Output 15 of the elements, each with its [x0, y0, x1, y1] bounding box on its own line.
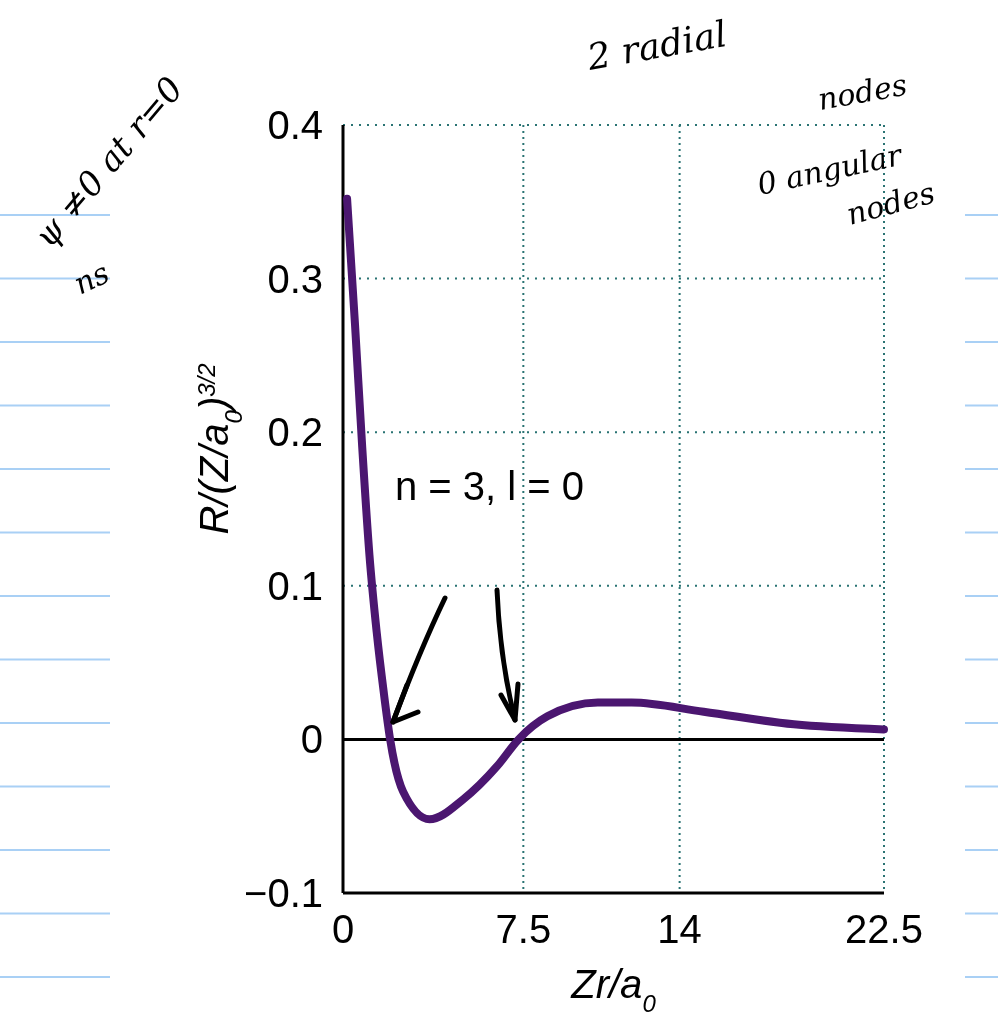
y-tick-label: 0.2 [267, 410, 323, 455]
y-tick-label: 0.3 [267, 256, 323, 301]
text: nodes [815, 66, 910, 117]
annotation: n = 3, l = 0 [395, 464, 585, 508]
y-tick-label: 0.4 [267, 103, 323, 147]
text: ns [68, 254, 115, 302]
x-axis-title: Zr/a$_{0}$ [570, 962, 657, 1017]
y-tick-label: −0.1 [244, 871, 323, 915]
x-tick-label: 0 [331, 907, 355, 951]
y-tick-label: 0.1 [267, 563, 323, 608]
x-tick-label: 14 [657, 907, 702, 951]
x-tick-label: 7.5 [495, 907, 552, 951]
text: 2 radial [583, 13, 730, 79]
y-tick-label: 0 [300, 717, 323, 762]
x-tick-label: 22.5 [845, 907, 923, 951]
